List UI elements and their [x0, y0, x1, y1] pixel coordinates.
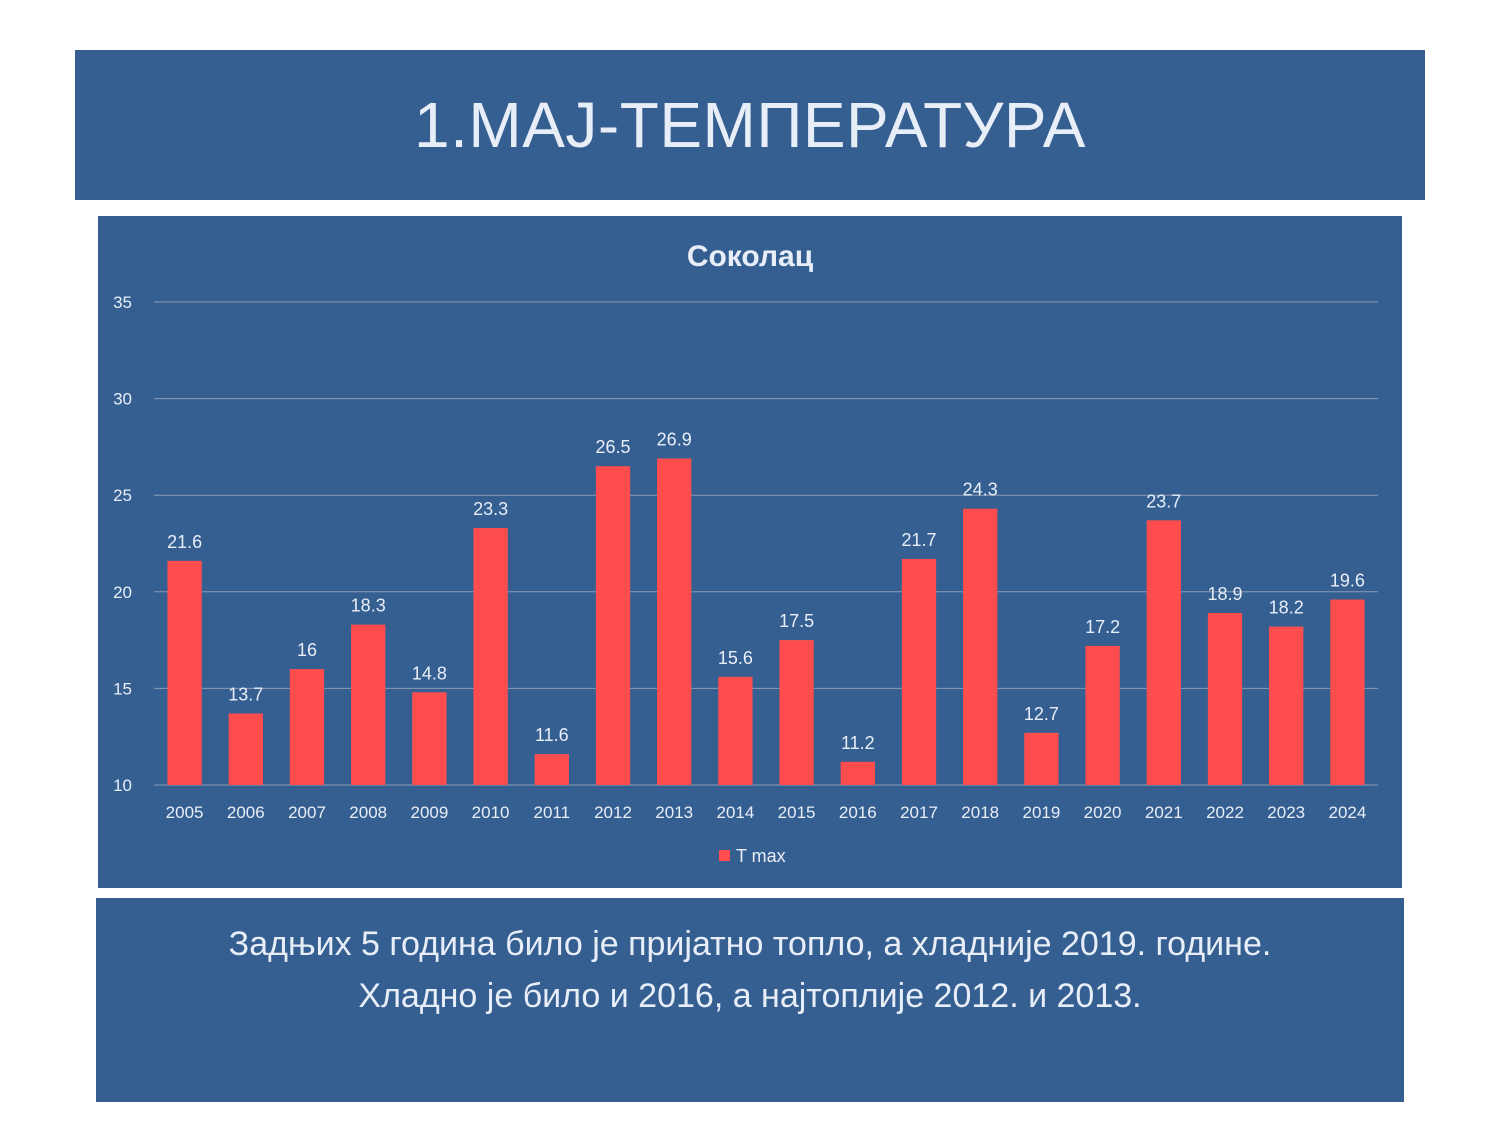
x-tick-label: 2019 [1022, 803, 1060, 822]
x-tick-label: 2006 [227, 803, 265, 822]
bar-2014 [718, 676, 753, 785]
caption-line-2: Хладно је било и 2016, а најтоплије 2012… [358, 977, 1142, 1015]
bar-2010 [473, 528, 508, 785]
bar-2007 [289, 669, 325, 785]
data-label-2016: 11.2 [841, 733, 875, 753]
x-tick-label: 2020 [1084, 803, 1122, 822]
data-labels: 21.6 13.7 16 18.3 14.8 23.3 11.6 26.5 26.9 15.6 17… [167, 429, 1365, 752]
bar-2015 [779, 640, 814, 785]
grid-lines [154, 301, 1378, 786]
data-label-2006: 13.7 [228, 685, 263, 705]
y-tick-label: 35 [113, 293, 132, 312]
data-label-2010: 23.3 [473, 499, 508, 519]
x-tick-label: 2009 [410, 803, 448, 822]
bar-2023 [1269, 626, 1304, 785]
x-tick-label: 2017 [900, 803, 938, 822]
data-label-2013: 26.9 [657, 429, 692, 449]
slide-title: 1.МАЈ-ТЕМПЕРАТУРА [75, 50, 1425, 200]
x-tick-label: 2014 [716, 803, 754, 822]
y-tick-label: 25 [113, 486, 132, 505]
x-tick-label: 2016 [839, 803, 877, 822]
bar-2011 [534, 754, 569, 785]
x-tick-label: 2012 [594, 803, 632, 822]
x-tick-label: 2008 [349, 803, 387, 822]
bar-2005 [167, 560, 202, 785]
x-tick-label: 2023 [1267, 803, 1305, 822]
x-tick-label: 2024 [1328, 803, 1366, 822]
x-tick-label: 2015 [778, 803, 816, 822]
data-label-2019: 12.7 [1024, 704, 1059, 724]
bars [167, 458, 1365, 785]
bar-2021 [1146, 520, 1181, 785]
bar-2024 [1330, 599, 1365, 785]
y-tick-label: 20 [113, 583, 132, 602]
legend-swatch [719, 850, 730, 861]
x-tick-label: 2022 [1206, 803, 1244, 822]
data-label-2021: 23.7 [1146, 491, 1181, 511]
bar-2019 [1024, 732, 1059, 785]
x-tick-label: 2010 [472, 803, 510, 822]
bar-2008 [351, 624, 386, 785]
chart-title: Соколац [687, 240, 814, 273]
data-label-2007: 16 [297, 640, 317, 660]
legend: T max [719, 846, 786, 866]
data-label-2015: 17.5 [779, 611, 814, 631]
bar-2009 [412, 692, 447, 785]
y-axis-ticks: 10 15 20 25 30 35 [113, 293, 132, 795]
data-label-2017: 21.7 [901, 530, 936, 550]
x-axis-ticks: 2005 2006 2007 2008 2009 2010 2011 2012 2013 2014… [166, 803, 1367, 822]
data-label-2014: 15.6 [718, 648, 753, 668]
bar-2020 [1085, 645, 1120, 785]
data-label-2022: 18.9 [1207, 584, 1242, 604]
x-tick-label: 2007 [288, 803, 326, 822]
legend-label: T max [736, 846, 786, 866]
data-label-2024: 19.6 [1330, 571, 1365, 591]
data-label-2009: 14.8 [412, 663, 447, 683]
bar-2022 [1207, 613, 1243, 785]
data-label-2012: 26.5 [595, 437, 630, 457]
y-tick-label: 30 [113, 390, 132, 409]
bar-2016 [840, 761, 875, 785]
x-tick-label: 2011 [534, 803, 571, 822]
y-tick-label: 15 [113, 679, 132, 698]
bar-2017 [901, 558, 937, 785]
y-tick-label: 10 [113, 776, 132, 795]
chart-panel: Соколац 10 15 20 25 30 35 21.6 13.7 16 18.3 14.8 2… [98, 216, 1402, 888]
x-tick-label: 2018 [961, 803, 999, 822]
data-label-2011: 11.6 [535, 725, 569, 745]
bar-2006 [228, 713, 263, 785]
data-label-2005: 21.6 [167, 532, 202, 552]
data-label-2018: 24.3 [963, 480, 998, 500]
caption-panel: Задњих 5 година било је пријатно топло, … [96, 898, 1404, 1102]
caption-line-1: Задњих 5 година било је пријатно топло, … [228, 925, 1272, 963]
data-label-2023: 18.2 [1269, 598, 1304, 618]
x-tick-label: 2021 [1145, 803, 1183, 822]
bar-2018 [963, 508, 998, 785]
bar-2013 [657, 458, 692, 785]
data-label-2008: 18.3 [351, 596, 386, 616]
x-tick-label: 2005 [166, 803, 204, 822]
x-tick-label: 2013 [655, 803, 693, 822]
data-label-2020: 17.2 [1085, 617, 1120, 637]
bar-2012 [595, 466, 631, 785]
